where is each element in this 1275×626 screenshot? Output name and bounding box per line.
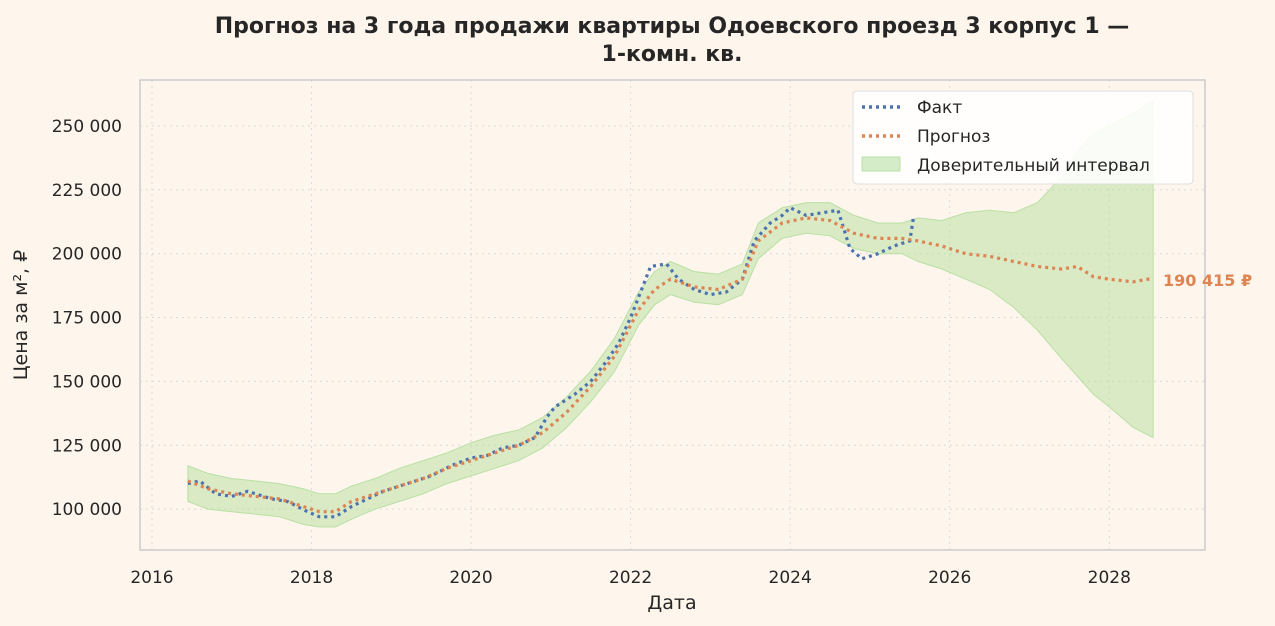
legend-ci-swatch [861,156,901,172]
x-tick-label: 2024 [769,568,812,588]
x-tick-label: 2026 [928,568,971,588]
ticks: 2016 2018 2020 2022 2024 2026 2028 100 000 125 0… [52,117,1131,588]
legend: Факт Прогноз Доверительный интервал [852,90,1194,185]
y-tick-label: 125 000 [52,436,122,456]
y-axis-label: Цена за м², ₽ [10,250,32,380]
legend-fact-label: Факт [917,98,962,118]
x-tick-label: 2016 [130,568,173,588]
y-tick-label: 100 000 [52,500,122,520]
series-layer [187,205,1154,519]
y-tick-label: 225 000 [52,181,122,201]
x-tick-label: 2022 [609,568,652,588]
x-tick-label: 2028 [1088,568,1131,588]
y-tick-label: 175 000 [52,309,122,329]
legend-ci-label: Доверительный интервал [917,156,1150,176]
confidence-band-layer [187,99,1154,528]
fact-line [187,205,916,519]
x-axis-label: Дата [647,592,696,614]
plot-frame [139,79,1206,551]
chart-title-line-1: Прогноз на 3 года продажи квартиры Одоев… [215,14,1130,39]
legend-box [852,90,1194,185]
forecast-line [187,216,1154,514]
chart-title-line-2: 1-комн. кв. [602,42,743,67]
confidence-band [187,99,1154,528]
legend-forecast-label: Прогноз [917,127,990,147]
forecast-end-label: 190 415 ₽ [1163,271,1252,290]
x-tick-label: 2018 [290,568,333,588]
y-tick-label: 150 000 [52,372,122,392]
y-tick-label: 200 000 [52,245,122,265]
y-tick-label: 250 000 [52,117,122,137]
grid [140,80,1205,550]
x-tick-label: 2020 [449,568,492,588]
